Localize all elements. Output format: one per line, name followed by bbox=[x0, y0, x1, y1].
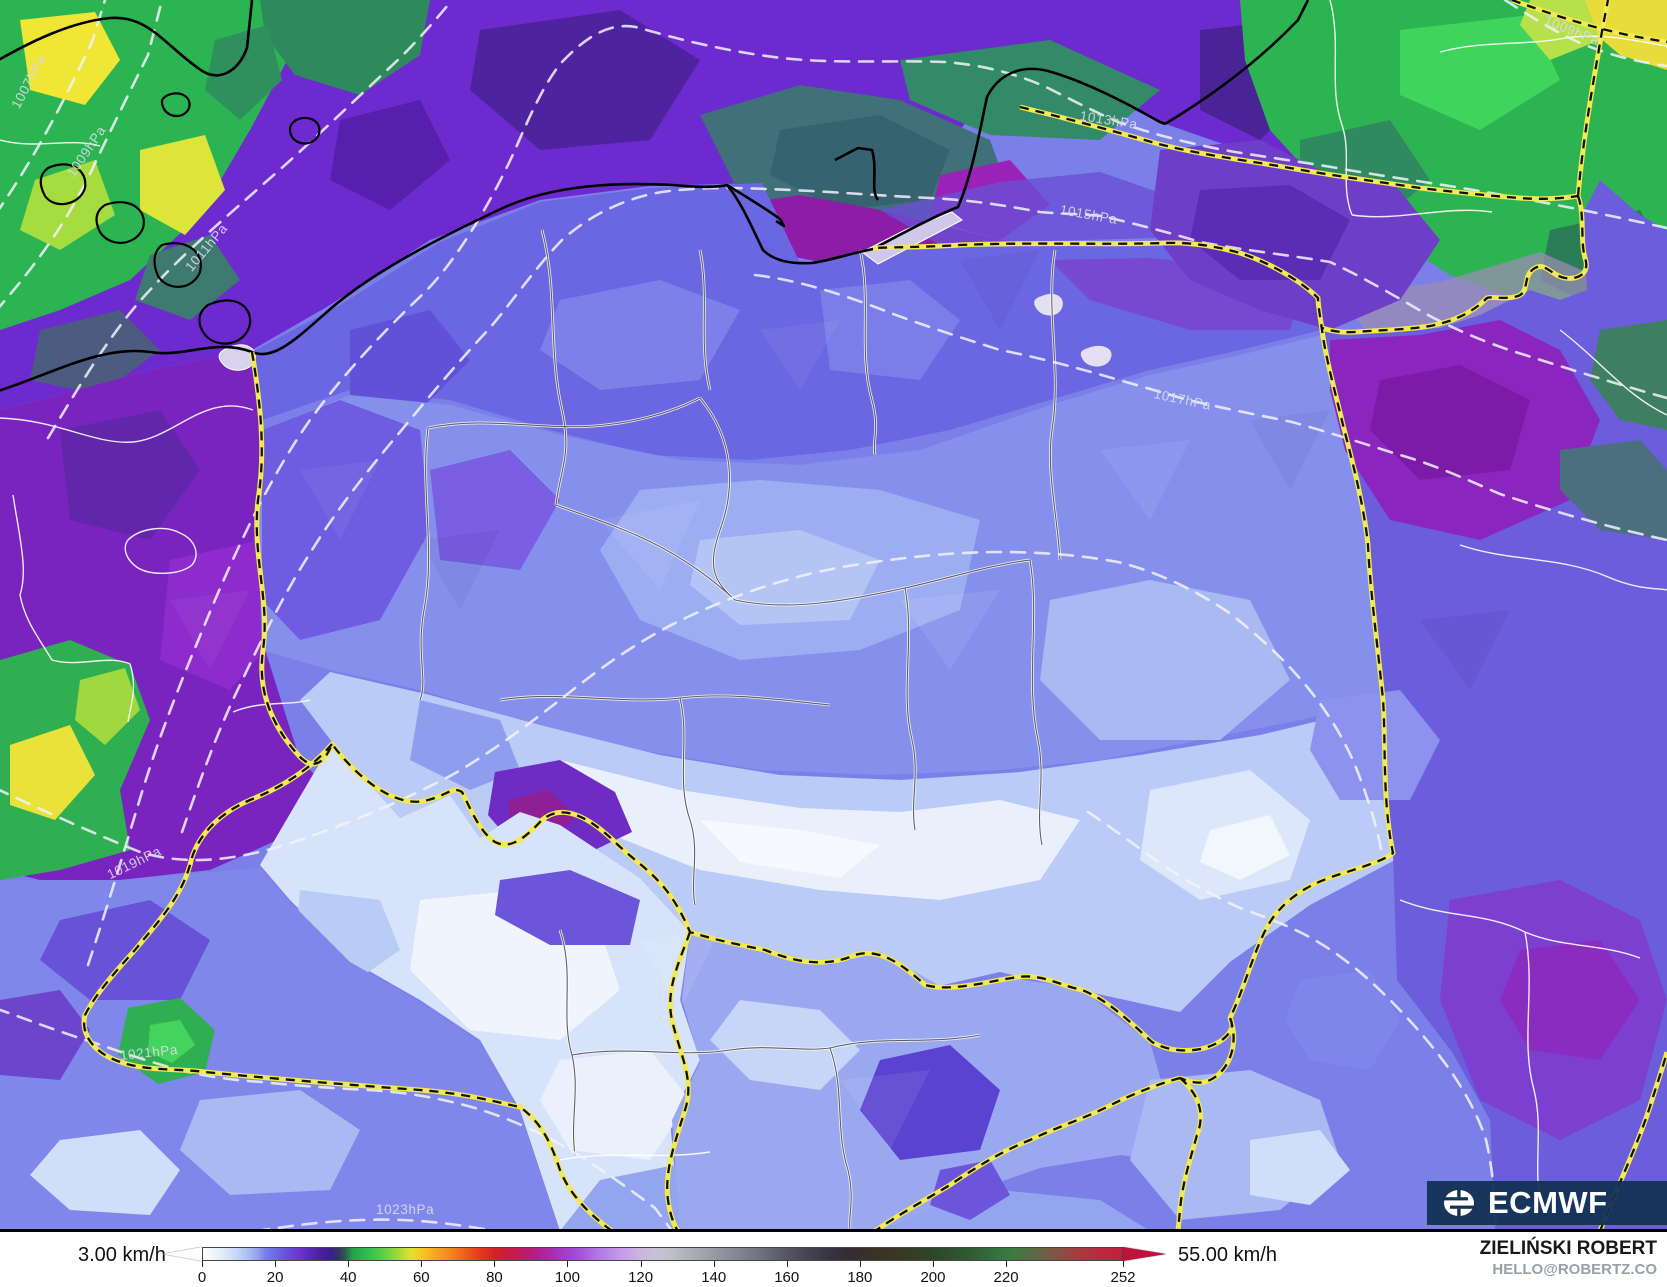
map-bottom-rule bbox=[0, 1229, 1667, 1231]
isobar-label: 1023hPa bbox=[376, 1202, 435, 1217]
admin-borders-dark bbox=[419, 229, 1061, 1231]
tick-label: 160 bbox=[774, 1269, 800, 1286]
tick-label: 20 bbox=[266, 1269, 284, 1286]
tick-label: 80 bbox=[486, 1269, 503, 1286]
wind-field-central-poland bbox=[258, 335, 1385, 775]
tick-label: 252 bbox=[1110, 1269, 1136, 1286]
tick-mark bbox=[202, 1261, 203, 1267]
tick-label: 140 bbox=[701, 1269, 727, 1286]
tick-mark bbox=[1123, 1261, 1124, 1267]
tick-mark bbox=[859, 1261, 861, 1267]
tick-mark bbox=[640, 1261, 642, 1267]
tick-label: 40 bbox=[339, 1269, 357, 1286]
author-name: ZIELIŃSKI ROBERT bbox=[1479, 1238, 1657, 1259]
tick-mark bbox=[786, 1261, 788, 1267]
legend-min-label: 3.00 km/h bbox=[78, 1244, 166, 1266]
tick-label: 100 bbox=[554, 1269, 580, 1286]
tick-label: 0 bbox=[197, 1269, 207, 1286]
tick-mark bbox=[932, 1261, 934, 1267]
ecmwf-logo-text: ECMWF bbox=[1488, 1185, 1608, 1220]
tick-label: 60 bbox=[412, 1269, 430, 1286]
wind-field-south-poland bbox=[300, 672, 1395, 1012]
attribution: ZIELIŃSKI ROBERT HELLO@ROBERTZ.CO bbox=[1480, 1237, 1657, 1280]
colorbar-gradient bbox=[202, 1247, 1123, 1261]
ecmwf-logo-icon bbox=[1442, 1190, 1476, 1216]
weather-map: 1007hPa 1009hPa 1011hPa 1013hPa 1015hPa … bbox=[0, 0, 1667, 1231]
wind-field-germany bbox=[0, 350, 330, 880]
tick-mark bbox=[348, 1261, 350, 1267]
isobars bbox=[0, 0, 1667, 1231]
lakes bbox=[218, 211, 1112, 371]
author-contact: HELLO@ROBERTZ.CO bbox=[1492, 1260, 1657, 1278]
tick-label: 120 bbox=[628, 1269, 654, 1286]
tick-label: 220 bbox=[993, 1269, 1019, 1286]
wind-field-slovakia bbox=[672, 932, 1185, 1231]
tick-mark bbox=[713, 1261, 715, 1267]
tick-mark bbox=[494, 1261, 496, 1267]
map-canvas bbox=[0, 0, 1667, 1231]
wind-field-green-northwest bbox=[0, 0, 430, 395]
legend-max-label: 55.00 km/h bbox=[1178, 1244, 1277, 1266]
coastline bbox=[0, 0, 1310, 392]
colorbar-right-arrow bbox=[1123, 1247, 1166, 1261]
country-borders-black-dash bbox=[82, 0, 1667, 1231]
tick-mark bbox=[1006, 1261, 1008, 1267]
colorbar-ticks: 0 20 40 60 80 100 120 140 160 180 200 220 252 bbox=[198, 1247, 1136, 1287]
islands bbox=[39, 92, 321, 345]
colorbar-left-arrow bbox=[163, 1247, 202, 1261]
ecmwf-logo: ECMWF bbox=[1427, 1181, 1667, 1225]
legend-bar: 3.00 km/h 0 20 40 60 80 100 120 140 160 180 200 220… bbox=[0, 1231, 1667, 1287]
tick-mark bbox=[421, 1261, 423, 1267]
colorbar: 0 20 40 60 80 100 120 140 160 180 200 220 252 bbox=[163, 1247, 1166, 1286]
tick-label: 200 bbox=[920, 1269, 946, 1286]
tick-mark bbox=[567, 1261, 569, 1267]
tick-label: 180 bbox=[847, 1269, 873, 1286]
facet-texture bbox=[170, 250, 1510, 1150]
tick-mark bbox=[275, 1261, 277, 1267]
wind-field-east bbox=[1130, 140, 1667, 1231]
admin-borders-light bbox=[0, 0, 1667, 1211]
